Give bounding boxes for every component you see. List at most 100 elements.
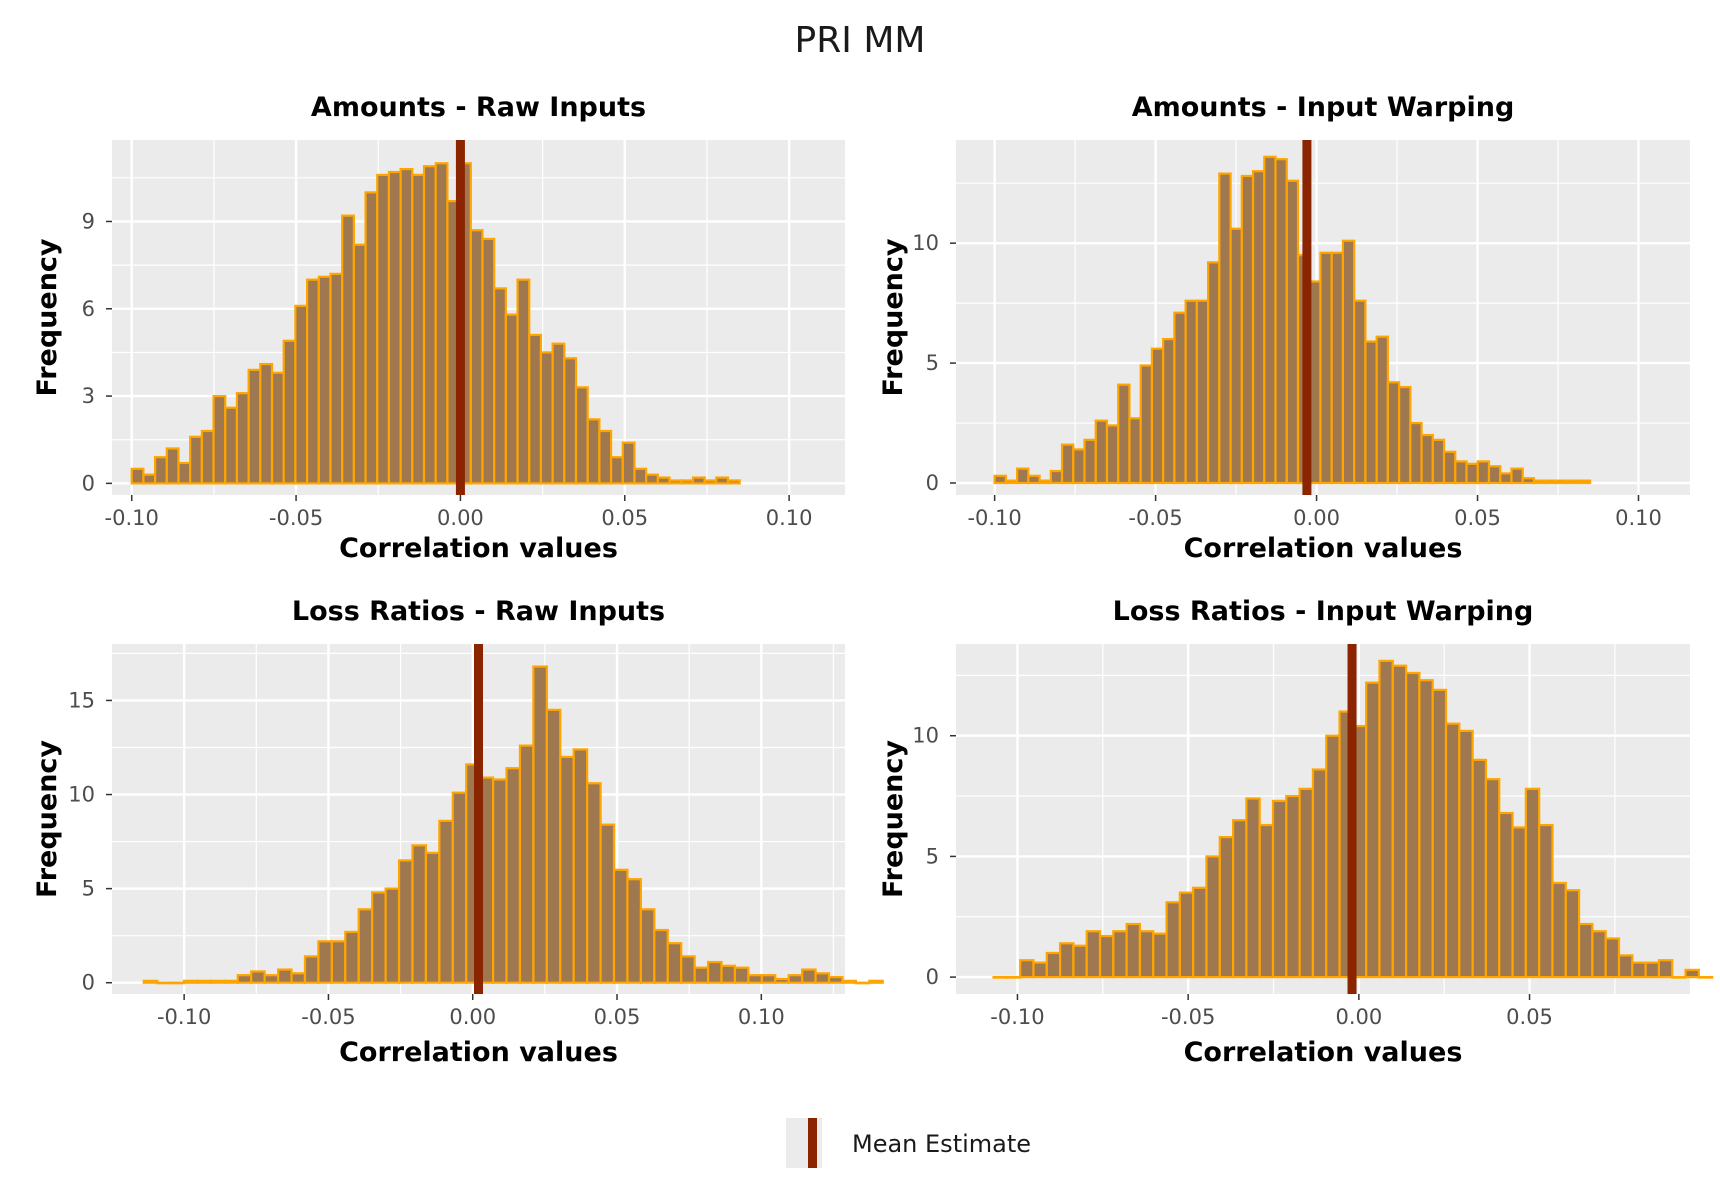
histogram-bar [1431, 438, 1446, 485]
panel-title: Loss Ratios - Raw Inputs [292, 596, 665, 627]
y-tick-label: 6 [82, 297, 95, 321]
y-tick-label: 0 [82, 471, 95, 495]
histogram-bar [294, 304, 309, 485]
histogram-bar [586, 418, 601, 485]
histogram-bar [720, 964, 737, 984]
histogram-bar [270, 371, 285, 485]
histogram-bar [1364, 340, 1378, 485]
histogram-bar [1454, 460, 1468, 485]
histogram-bar [1112, 930, 1128, 979]
histogram-bar [1353, 299, 1367, 485]
histogram-bar [1049, 469, 1064, 485]
histogram-bar [1577, 479, 1592, 485]
histogram-bar [142, 473, 157, 485]
x-tick-label: -0.05 [1128, 506, 1182, 530]
histogram-bar [1263, 155, 1277, 485]
histogram-bar [263, 974, 280, 984]
legend-key-mean-line [808, 1118, 817, 1168]
histogram-bar [1532, 479, 1547, 485]
histogram-bar [1564, 889, 1581, 979]
histogram-bar [1465, 462, 1479, 485]
histogram-bar [1697, 976, 1714, 979]
panel-title: Loss Ratios - Input Warping [1113, 596, 1534, 627]
histogram-bar [1245, 797, 1261, 979]
histogram-bar [1005, 976, 1022, 979]
histogram-bar [680, 955, 696, 984]
x-tick-label: 0.00 [437, 506, 484, 530]
histogram-bar [411, 844, 428, 984]
histogram-bar [305, 278, 320, 485]
x-tick-label: 0.05 [594, 1005, 641, 1029]
histogram-bar [992, 976, 1008, 979]
histogram-bar [559, 755, 575, 984]
histogram-bar [1386, 381, 1401, 485]
histogram-bar [1173, 311, 1187, 485]
histogram-bar [1418, 679, 1434, 979]
histogram-bar [250, 970, 266, 984]
histogram-bar [1058, 942, 1075, 979]
histogram-bar [787, 974, 804, 984]
figure-title: PRI MM [795, 20, 926, 61]
x-tick-label: -0.10 [990, 1005, 1044, 1029]
x-tick-label: -0.05 [1161, 1005, 1215, 1029]
histogram-bar [1591, 930, 1607, 979]
histogram-bar [528, 333, 543, 485]
histogram-bar [422, 165, 437, 485]
histogram-bar [1138, 930, 1155, 979]
histogram-bar [747, 974, 763, 984]
histogram-bar [1117, 383, 1131, 485]
histogram-bar [438, 819, 454, 984]
x-tick-label: 0.00 [1293, 506, 1340, 530]
histogram-bar [209, 979, 226, 984]
histogram-bar [1566, 479, 1580, 485]
histogram-bar [1218, 172, 1232, 485]
histogram-bar [1027, 474, 1041, 485]
histogram-bar [539, 351, 554, 485]
histogram-bar [1085, 930, 1102, 979]
mean-estimate-line [1302, 140, 1312, 495]
histogram-bar [814, 972, 831, 984]
x-tick-label: -0.10 [157, 1005, 211, 1029]
histogram-bar [411, 173, 426, 485]
histogram-bar [364, 191, 379, 485]
histogram-bar [516, 278, 531, 485]
histogram-bar [212, 394, 227, 485]
histogram-bar [1484, 778, 1501, 979]
y-axis-title: Frequency [32, 238, 63, 396]
histogram-bar [1365, 681, 1381, 979]
y-tick-label: 5 [926, 844, 939, 868]
histogram-bar [645, 473, 659, 485]
histogram-bar [715, 476, 730, 485]
histogram-bar [626, 878, 642, 984]
histogram-bar [451, 791, 468, 984]
histogram-bar [726, 479, 741, 485]
histogram-bar [247, 368, 262, 485]
histogram-bar [1499, 472, 1513, 485]
histogram-bar [317, 940, 333, 984]
histogram-bar [357, 908, 374, 984]
histogram-bar [223, 979, 239, 984]
histogram-bar [551, 342, 566, 485]
histogram-bar [1258, 823, 1275, 979]
histogram-bar [1072, 448, 1086, 485]
histogram-bar [586, 782, 602, 984]
histogram-bar [1431, 688, 1448, 979]
histogram-bar [177, 461, 192, 485]
histogram-bar [666, 942, 683, 984]
histogram-bar [330, 940, 347, 984]
histogram-bar [259, 362, 274, 485]
histogram-bar [774, 977, 790, 984]
histogram-bar [1671, 976, 1687, 979]
histogram-bar [1325, 734, 1341, 979]
x-tick-label: -0.10 [967, 506, 1021, 530]
panel-amounts-input-warping: -0.10 -0.05 0.00 0.05 0.10 0 5 10 Amounts - Inpu… [878, 92, 1690, 564]
histogram-bar [341, 214, 355, 485]
x-axis-title: Correlation values [1184, 1037, 1463, 1068]
histogram-bar [691, 476, 706, 485]
histogram-bar [633, 467, 648, 485]
histogram-bar [1072, 944, 1088, 979]
histogram-bar [598, 429, 613, 485]
x-axis-title: Correlation values [1184, 533, 1463, 564]
histogram-bar [282, 339, 297, 485]
x-tick-label: -0.10 [105, 506, 159, 530]
